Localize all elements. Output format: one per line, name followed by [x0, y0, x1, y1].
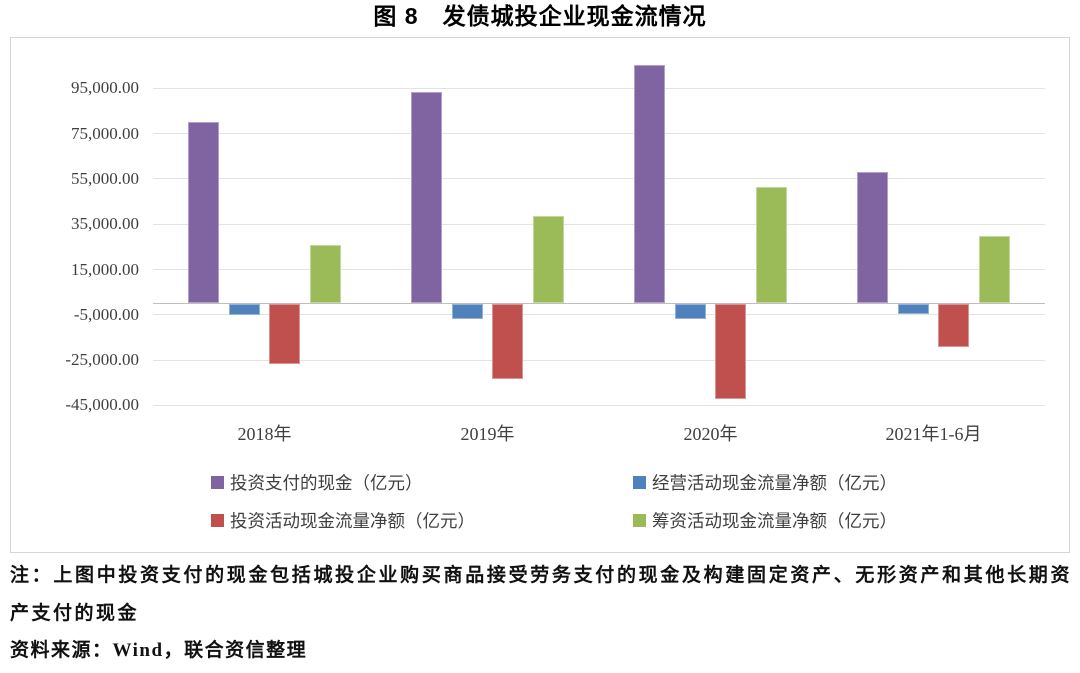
legend-swatch-icon	[633, 476, 646, 489]
note-text: 注：上图中投资支付的现金包括城投企业购买商品接受劳务支付的现金及构建固定资产、无…	[10, 565, 1072, 624]
bar-series2-group4	[897, 304, 929, 314]
gridline	[153, 314, 1045, 316]
chart-frame: 95,000.00 75,000.00 55,000.00 35,000.00 15,0…	[10, 37, 1070, 553]
legend-label: 经营活动现金流量净额（亿元）	[652, 473, 897, 493]
legend-item: 筹资活动现金流量净额（亿元）	[633, 508, 897, 533]
x-axis-category-label: 2018年	[237, 424, 292, 444]
x-axis-category-label: 2020年	[683, 424, 738, 444]
x-axis-category-label: 2021年1-6月	[885, 424, 982, 444]
y-axis-tick-label: 75,000.00	[71, 123, 139, 143]
bar-series2-group2	[451, 304, 483, 319]
y-axis-tick-label: 55,000.00	[71, 168, 139, 188]
bar-series4-group3	[755, 187, 787, 303]
y-axis-tick-label: -25,000.00	[65, 350, 139, 370]
bar-series3-group4	[938, 304, 970, 348]
legend-item: 经营活动现金流量净额（亿元）	[633, 470, 897, 495]
y-axis-tick-label: -5,000.00	[73, 304, 139, 324]
bar-series2-group3	[674, 304, 706, 320]
legend-label: 投资支付的现金（亿元）	[230, 473, 423, 493]
x-axis-category-label: 2019年	[460, 424, 515, 444]
y-axis-tick-label: 95,000.00	[71, 78, 139, 98]
bar-series2-group1	[228, 304, 260, 316]
gridline	[153, 359, 1045, 361]
legend-item: 投资支付的现金（亿元）	[211, 470, 423, 495]
bar-series1-group1	[188, 121, 220, 303]
gridline	[153, 133, 1045, 134]
x-axis-zero-line	[153, 303, 1045, 304]
legend-swatch-icon	[633, 514, 646, 527]
bar-series1-group4	[857, 172, 889, 303]
legend-label: 筹资活动现金流量净额（亿元）	[652, 511, 897, 531]
bar-series4-group4	[978, 236, 1010, 303]
source-text: 资料来源：Wind，联合资信整理	[10, 640, 308, 661]
legend-swatch-icon	[211, 514, 224, 527]
y-axis-tick-label: 35,000.00	[71, 214, 139, 234]
gridline	[153, 269, 1045, 270]
bar-series1-group2	[411, 92, 443, 303]
gridline	[153, 87, 1045, 89]
legend-label: 投资活动现金流量净额（亿元）	[230, 511, 475, 531]
gridline	[153, 178, 1045, 180]
bar-series3-group1	[269, 304, 301, 364]
legend-item: 投资活动现金流量净额（亿元）	[211, 508, 475, 533]
bar-series4-group1	[309, 244, 341, 303]
chart-title: 图 8 发债城投企业现金流情况	[373, 3, 707, 29]
y-axis-tick-label: 15,000.00	[71, 259, 139, 279]
bar-series3-group2	[492, 304, 524, 379]
y-axis-tick-label: -45,000.00	[65, 395, 139, 415]
bar-series4-group2	[532, 216, 564, 303]
bar-series3-group3	[715, 304, 747, 399]
gridline	[153, 404, 1045, 406]
gridline	[153, 223, 1045, 225]
legend-swatch-icon	[211, 476, 224, 489]
bar-series1-group3	[634, 65, 666, 303]
